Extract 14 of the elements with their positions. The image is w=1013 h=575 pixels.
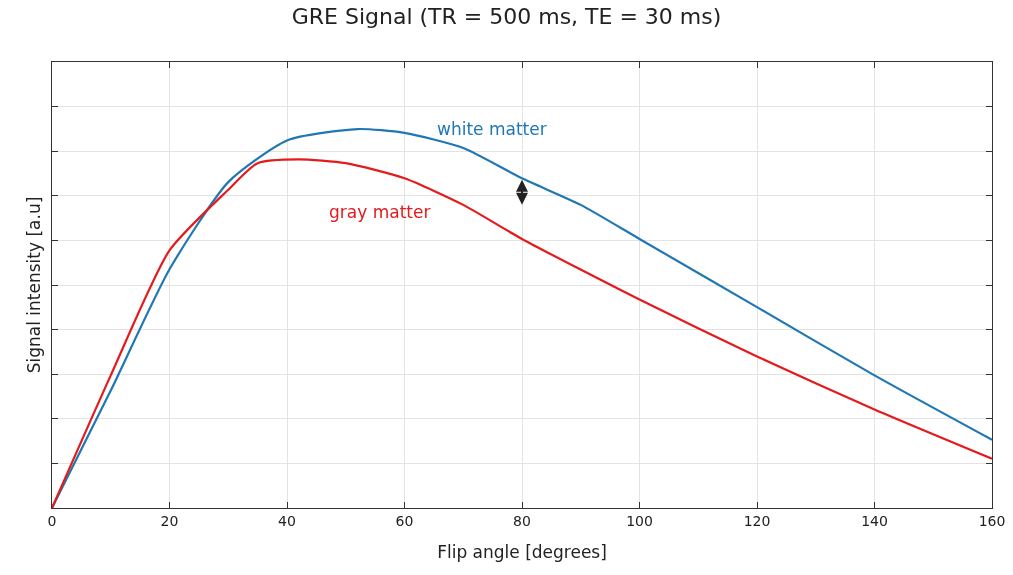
x-tick-label: 60 xyxy=(395,512,414,529)
x-tick-label: 40 xyxy=(278,512,296,529)
x-tick-label: 120 xyxy=(743,512,771,529)
x-tick-label: 20 xyxy=(160,512,179,529)
x-tick-label: 0 xyxy=(47,512,57,529)
y-axis-title: Signal intensity [a.u] xyxy=(23,196,44,374)
series-label: gray matter xyxy=(329,202,431,222)
x-tick-label: 140 xyxy=(861,512,888,529)
x-tick-label: 160 xyxy=(978,512,1006,529)
x-tick-label: 80 xyxy=(513,512,531,529)
series-label: white matter xyxy=(437,119,547,139)
chart-title: GRE Signal (TR = 500 ms, TE = 30 ms) xyxy=(291,4,722,30)
x-axis-title: Flip angle [degrees] xyxy=(437,542,607,563)
x-tick-label: 100 xyxy=(626,512,653,529)
